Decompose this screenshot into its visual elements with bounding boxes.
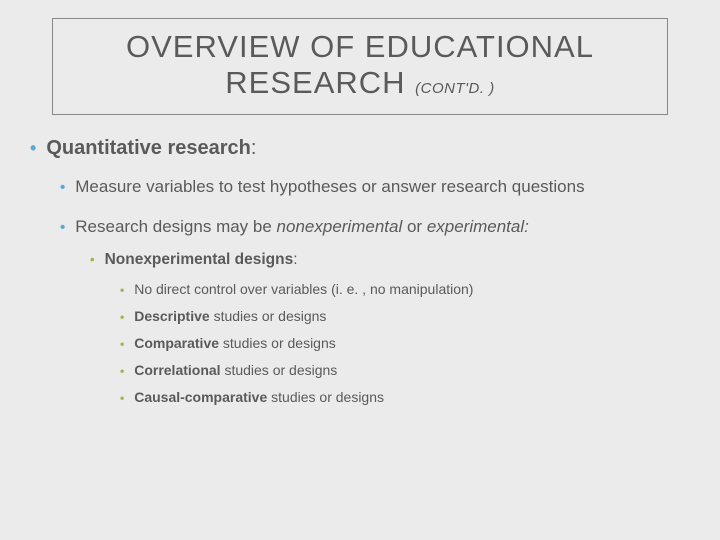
list-item: • Correlational studies or designs [120, 362, 690, 378]
list-item: • Measure variables to test hypotheses o… [60, 174, 690, 200]
bullet-icon: • [120, 364, 124, 378]
bullet-icon: • [120, 337, 124, 351]
bullet-icon: • [90, 252, 95, 267]
colon: : [293, 251, 297, 268]
lvl1-text: Quantitative research: [46, 137, 256, 160]
bullet-list-lvl2: • Measure variables to test hypotheses o… [60, 174, 690, 405]
lvl4d-rest: studies or designs [221, 362, 338, 378]
lvl2b-text: Research designs may be nonexperimental … [75, 214, 529, 240]
lvl4e-rest: studies or designs [267, 389, 384, 405]
bullet-icon: • [120, 391, 124, 405]
lvl3-text: Nonexperimental designs: [105, 251, 298, 269]
lvl2b-italic2: experimental [427, 217, 524, 236]
lvl4a-text: No direct control over variables (i. e. … [134, 281, 473, 297]
lvl4d-bold: Correlational [134, 362, 220, 378]
list-item: • Nonexperimental designs: • No direct c… [90, 251, 690, 405]
slide-title: OVERVIEW OF EDUCATIONAL RESEARCH (CONT'D… [73, 29, 647, 100]
list-item: • Descriptive studies or designs [120, 308, 690, 324]
lvl4c-text: Comparative studies or designs [134, 335, 336, 351]
lvl3-heading: Nonexperimental designs [105, 251, 294, 268]
bullet-icon: • [60, 179, 65, 196]
lvl4b-text: Descriptive studies or designs [134, 308, 326, 324]
colon: : [524, 217, 529, 236]
list-item: • Causal-comparative studies or designs [120, 389, 690, 405]
lvl4b-rest: studies or designs [210, 308, 327, 324]
lvl4d-text: Correlational studies or designs [134, 362, 337, 378]
bullet-list-lvl4: • No direct control over variables (i. e… [120, 281, 690, 405]
lvl4e-bold: Causal-comparative [134, 389, 267, 405]
lvl2b-pre: Research designs may be [75, 217, 276, 236]
lvl2b-italic1: nonexperimental [277, 217, 403, 236]
lvl4b-bold: Descriptive [134, 308, 209, 324]
bullet-icon: • [30, 138, 36, 159]
title-main-text: OVERVIEW OF EDUCATIONAL RESEARCH [126, 29, 594, 100]
list-item: • Comparative studies or designs [120, 335, 690, 351]
lvl4e-text: Causal-comparative studies or designs [134, 389, 384, 405]
title-suffix: (CONT'D. ) [415, 80, 495, 97]
bullet-list-lvl3: • Nonexperimental designs: • No direct c… [90, 251, 690, 405]
lvl2b-mid: or [402, 217, 427, 236]
bullet-icon: • [120, 283, 124, 297]
lvl4c-bold: Comparative [134, 335, 219, 351]
lvl4c-rest: studies or designs [219, 335, 336, 351]
lvl2a-text: Measure variables to test hypotheses or … [75, 174, 584, 200]
title-box: OVERVIEW OF EDUCATIONAL RESEARCH (CONT'D… [52, 18, 668, 115]
list-item: • Research designs may be nonexperimenta… [60, 214, 690, 406]
lvl1-heading: Quantitative research [46, 137, 251, 159]
bullet-icon: • [120, 310, 124, 324]
colon: : [251, 137, 257, 159]
list-item: • Quantitative research: • Measure varia… [30, 137, 690, 405]
bullet-list-lvl1: • Quantitative research: • Measure varia… [30, 137, 690, 405]
slide: OVERVIEW OF EDUCATIONAL RESEARCH (CONT'D… [0, 0, 720, 540]
list-item: • No direct control over variables (i. e… [120, 281, 690, 297]
bullet-icon: • [60, 219, 65, 236]
